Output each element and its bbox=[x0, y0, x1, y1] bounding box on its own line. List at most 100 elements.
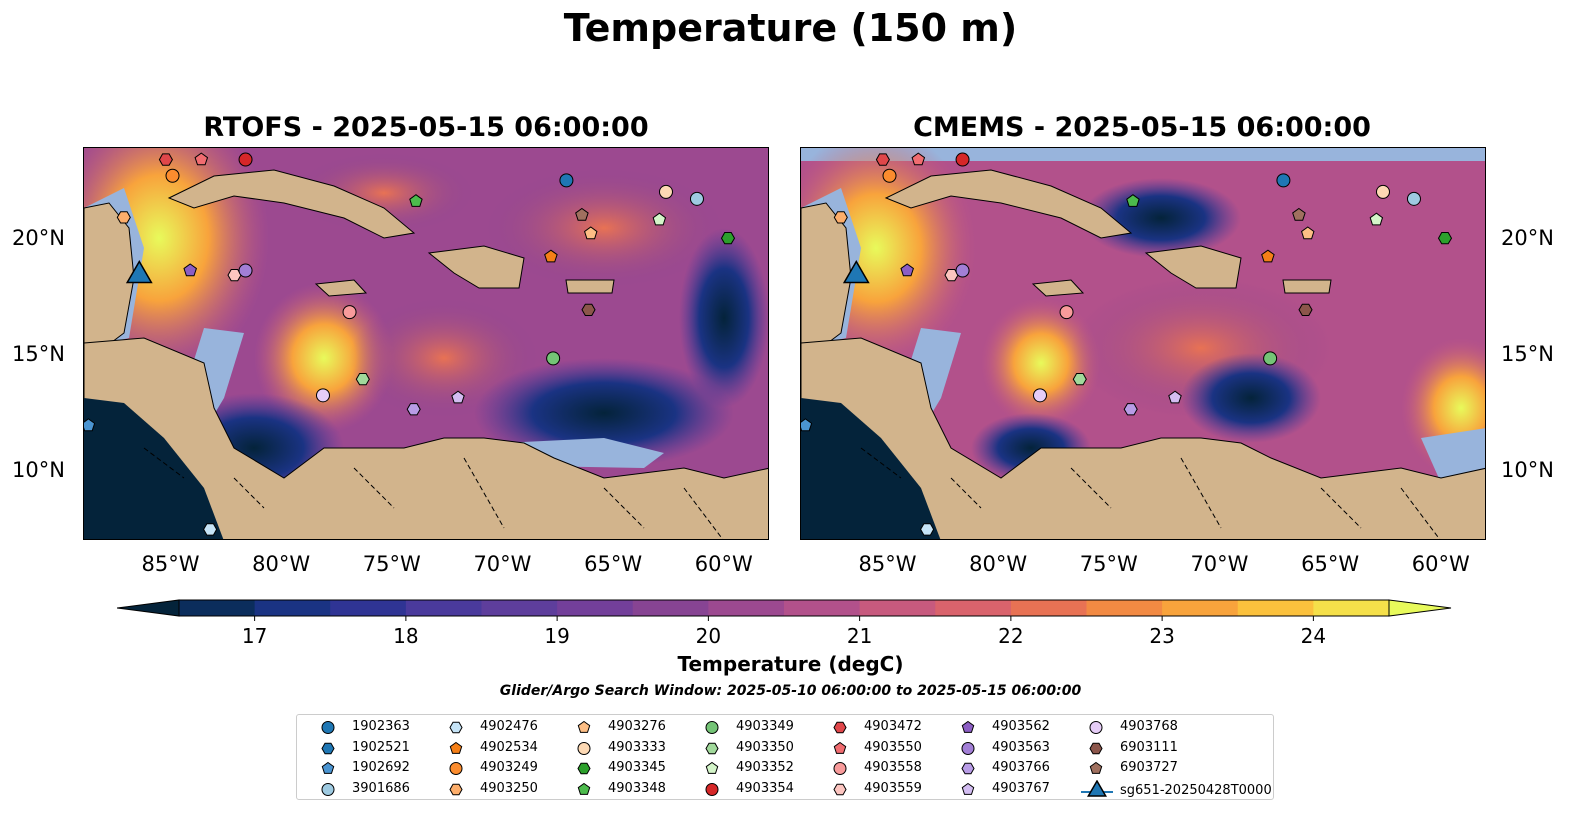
colorbar-segment bbox=[935, 600, 1012, 616]
legend-float-marker bbox=[705, 721, 719, 734]
legend-marker bbox=[705, 761, 719, 774]
float-marker-4903472 bbox=[875, 153, 890, 166]
float-marker-3901686 bbox=[1406, 191, 1421, 206]
float-marker-4903766 bbox=[406, 403, 421, 416]
legend-label: 4903250 bbox=[480, 780, 538, 796]
colorbar-label: Temperature (degC) bbox=[677, 652, 904, 676]
float-marker-4903563 bbox=[238, 263, 253, 278]
x-tick-label: 60°W bbox=[1411, 552, 1470, 576]
legend-label: 6903727 bbox=[1120, 760, 1178, 775]
float-marker-1902363 bbox=[1276, 173, 1291, 188]
legend-marker bbox=[1089, 742, 1103, 754]
legend-float-marker bbox=[321, 761, 335, 774]
float-marker-6903111 bbox=[581, 303, 596, 316]
colorbar-segment bbox=[708, 600, 785, 616]
y-tick-label-right: 10°N bbox=[1501, 457, 1554, 482]
glider-marker bbox=[842, 259, 870, 284]
float-marker-6903111 bbox=[1298, 303, 1313, 316]
colorbar-extend-low bbox=[117, 599, 180, 617]
land-cuba bbox=[884, 169, 1133, 239]
map-rtofs[interactable] bbox=[83, 147, 769, 540]
legend-label: 4903768 bbox=[1120, 719, 1178, 734]
land-hispaniola bbox=[1144, 245, 1242, 289]
float-marker-4903562 bbox=[900, 263, 914, 277]
float-marker-4903333 bbox=[1375, 184, 1390, 199]
legend-label: 4903276 bbox=[608, 719, 666, 734]
float-marker-4903348 bbox=[1126, 194, 1140, 207]
legend-marker bbox=[961, 741, 975, 755]
legend-float-marker bbox=[705, 761, 719, 774]
borders bbox=[143, 447, 724, 539]
legend-label: 4903766 bbox=[992, 760, 1050, 775]
colorbar-tick-label: 24 bbox=[1301, 624, 1326, 648]
float-marker-4903354 bbox=[955, 152, 970, 167]
float-marker-4903563 bbox=[955, 263, 970, 278]
y-tick-label-right: 20°N bbox=[1501, 226, 1554, 251]
y-tick-label-left: 10°N bbox=[12, 457, 65, 482]
legend-float-marker bbox=[833, 762, 847, 775]
floats-cmems bbox=[801, 152, 1453, 536]
legend-float-marker bbox=[449, 741, 463, 754]
legend-marker bbox=[321, 742, 335, 754]
legend-label: 4903767 bbox=[992, 780, 1050, 796]
legend-marker bbox=[577, 720, 591, 733]
float-marker-1902692 bbox=[801, 418, 813, 432]
legend-glider-marker bbox=[1086, 779, 1108, 797]
float-marker-4902534 bbox=[544, 249, 558, 263]
float-marker-4903354 bbox=[238, 152, 253, 167]
float-marker-4903352 bbox=[1369, 212, 1384, 226]
legend-label: 4903472 bbox=[864, 719, 922, 734]
legend-label: 4903559 bbox=[864, 780, 922, 796]
legend-label: 1902692 bbox=[352, 760, 410, 775]
legend-float-marker bbox=[1089, 761, 1103, 774]
legend-marker bbox=[961, 782, 975, 795]
deep-pacific bbox=[84, 398, 224, 539]
float-marker-4903349 bbox=[546, 351, 561, 366]
float-marker-4902476 bbox=[920, 523, 935, 536]
colorbar-tick-label: 18 bbox=[393, 624, 418, 648]
legend-marker bbox=[449, 783, 463, 795]
float-marker-4903352 bbox=[652, 212, 667, 226]
land-jamaica bbox=[1031, 279, 1085, 297]
land-central-america bbox=[801, 337, 1485, 539]
map-cmems[interactable] bbox=[800, 147, 1486, 540]
x-tick-label: 70°W bbox=[1190, 552, 1249, 576]
float-marker-4903276 bbox=[1301, 226, 1315, 240]
borders bbox=[860, 447, 1441, 539]
land-hispaniola bbox=[427, 245, 525, 289]
legend: 1902363 1902521 1902692 3901686 4902476 49025… bbox=[296, 714, 1274, 800]
deep-pacific bbox=[801, 398, 941, 539]
float-marker-4903345 bbox=[720, 232, 736, 245]
float-marker-4903558 bbox=[1059, 305, 1074, 320]
legend-label: 4903350 bbox=[736, 739, 794, 755]
float-marker-4903349 bbox=[1263, 351, 1278, 366]
float-marker-4902534 bbox=[1261, 249, 1275, 263]
float-marker-4903472 bbox=[158, 153, 173, 166]
legend-marker bbox=[833, 783, 847, 795]
legend-marker bbox=[1081, 779, 1113, 797]
legend-label: 4903349 bbox=[736, 719, 794, 734]
legend-marker bbox=[1089, 721, 1103, 734]
colorbar-segment bbox=[330, 600, 407, 616]
float-marker-4903767 bbox=[1168, 390, 1182, 404]
legend-label: 4903550 bbox=[864, 739, 922, 755]
float-marker-4903550 bbox=[911, 152, 926, 166]
float-marker-4903250 bbox=[833, 211, 848, 224]
float-marker-4903345 bbox=[1437, 232, 1453, 245]
y-tick-label-left: 20°N bbox=[12, 226, 65, 251]
legend-float-marker bbox=[833, 741, 847, 754]
float-marker-4903249 bbox=[165, 168, 180, 183]
legend-label: 6903111 bbox=[1120, 739, 1178, 755]
legend-float-marker bbox=[961, 741, 975, 755]
legend-float-marker bbox=[961, 782, 975, 795]
colorbar-segment bbox=[557, 600, 634, 616]
x-tick-label: 85°W bbox=[858, 552, 917, 576]
legend-float-marker bbox=[577, 720, 591, 733]
warm-core bbox=[981, 298, 1101, 428]
colorbar-outline bbox=[178, 599, 1390, 617]
float-marker-4903768 bbox=[315, 388, 330, 403]
x-tick-label: 75°W bbox=[1079, 552, 1138, 576]
legend-label: 4902534 bbox=[480, 739, 538, 755]
float-marker-4903350 bbox=[1072, 373, 1087, 386]
float-marker-1902363 bbox=[559, 173, 574, 188]
